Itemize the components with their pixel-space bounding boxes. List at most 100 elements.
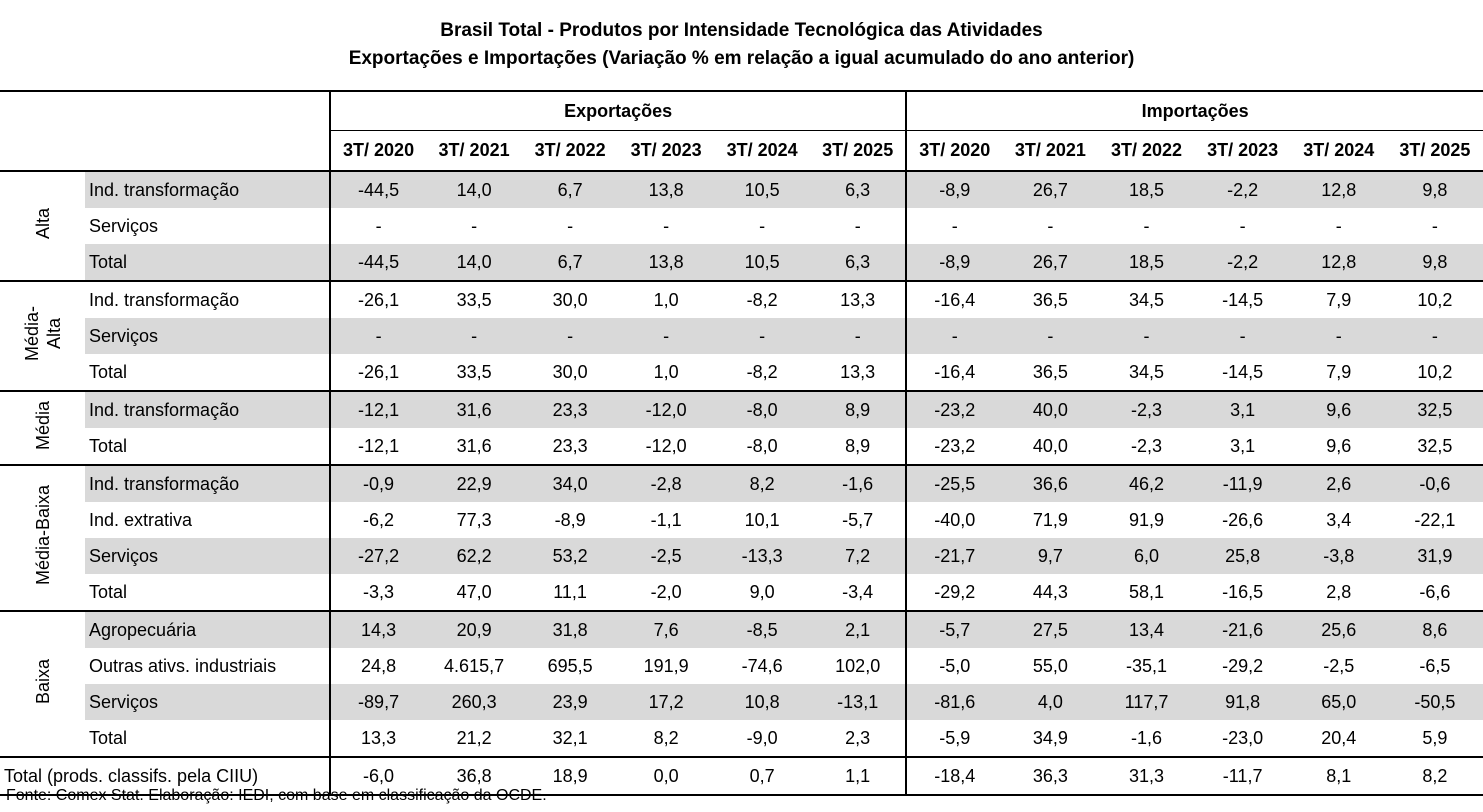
import-value: 71,9 (1032, 509, 1068, 530)
row-label: Serviços (89, 215, 159, 236)
import-value: 46,2 (1098, 464, 1195, 502)
export-value: -12,0 (645, 435, 687, 456)
table-row: Média Ind. transformação -12,1 31,6 23,3 -12,… (0, 390, 1483, 465)
import-value: 34,9 (1032, 727, 1068, 748)
export-value: - (663, 215, 670, 236)
table-row: Serviços -27,2 62,2 53,2 -2,5 -13,3 7,2 -21,7 9,… (0, 538, 1483, 574)
exp-period-header: 3T/ 2025 (810, 130, 907, 172)
import-value: -18,4 (905, 756, 1003, 796)
import-value: 9,8 (1386, 170, 1483, 208)
row-label: Total (85, 244, 331, 281)
row-label: Ind. transformação (85, 464, 331, 502)
export-value: 13,3 (810, 280, 907, 318)
import-value: 12,8 (1290, 170, 1387, 208)
import-value: - (1047, 215, 1054, 236)
import-value: 40,0 (1002, 390, 1099, 428)
export-value: 1,0 (618, 280, 715, 318)
export-value: 191,9 (643, 655, 689, 676)
export-value: -13,3 (714, 538, 811, 574)
table-row: Serviços - - - - - - - - - - - - (0, 208, 1483, 244)
table-row: Total -3,3 47,0 11,1 -2,0 9,0 -3,4 -29,2 44,3 58,… (0, 574, 1483, 611)
intensity-group-label: Média- Alta (0, 280, 86, 391)
exp-period-header: 3T/ 2021 (426, 130, 523, 172)
import-value: 31,3 (1098, 756, 1195, 796)
table-row: Alta Ind. transformação -44,5 14,0 6,7 13,8 10… (0, 170, 1483, 281)
export-value: - (522, 318, 619, 354)
table-row: Outras ativs. industriais 24,8 4.615,7 695,… (0, 648, 1483, 684)
source-note: Fonte: Comex Stat. Elaboração: IEDI, com… (6, 787, 547, 804)
exp-period-header: 3T/ 2022 (522, 130, 619, 172)
export-value: -3,3 (329, 574, 427, 611)
total-row: Total (prods. classifs. pela CIIU) -6,0 36… (0, 756, 1483, 796)
export-value: - (471, 215, 478, 236)
import-value: 10,2 (1417, 361, 1453, 382)
import-value: 12,8 (1290, 244, 1387, 281)
row-label: Ind. extrativa (89, 509, 193, 530)
import-value: -5,9 (905, 720, 1003, 757)
import-value: 58,1 (1128, 581, 1165, 602)
import-value: - (1239, 215, 1246, 236)
import-value: - (1431, 215, 1438, 236)
import-value: - (1386, 318, 1483, 354)
group-name: Baixa (32, 658, 53, 705)
title-line-2: Exportações e Importações (Variação % em… (348, 48, 1135, 69)
intensity-group-label: Alta (0, 170, 86, 281)
export-value: 32,1 (552, 727, 588, 748)
import-value: -40,0 (905, 502, 1003, 538)
import-value: 91,8 (1194, 684, 1291, 720)
import-value: -35,1 (1125, 655, 1168, 676)
row-label: Total (89, 361, 128, 382)
exp-period-header: 3T/ 2020 (329, 130, 427, 172)
import-value: 44,3 (1032, 581, 1068, 602)
import-value: 25,6 (1290, 610, 1387, 648)
export-value: 47,0 (456, 581, 492, 602)
row-label: Serviços (85, 538, 331, 574)
row-label: Ind. transformação (85, 170, 331, 208)
import-value: -29,2 (905, 574, 1003, 611)
export-value: 0,0 (618, 756, 715, 796)
row-label: Total (89, 581, 128, 602)
export-value: -5,7 (842, 509, 874, 530)
row-label: Total (89, 727, 128, 748)
export-value: 23,3 (552, 435, 588, 456)
title-line-1: Brasil Total - Produtos por Intensidade … (440, 20, 1043, 41)
export-value: 6,3 (810, 244, 907, 281)
export-value: 30,0 (552, 361, 588, 382)
import-value: 117,7 (1098, 684, 1195, 720)
import-value: - (1098, 318, 1195, 354)
import-value: -11,9 (1194, 464, 1291, 502)
import-value: -25,5 (905, 464, 1003, 502)
import-value: 9,6 (1290, 390, 1387, 428)
export-value: 10,5 (714, 170, 811, 208)
import-value: -50,5 (1386, 684, 1483, 720)
import-value: 20,4 (1321, 727, 1357, 748)
import-value: -2,5 (1323, 655, 1355, 676)
export-value: - (329, 318, 427, 354)
export-value: 33,5 (456, 361, 492, 382)
import-value: - (905, 208, 1003, 244)
import-value: 9,7 (1002, 538, 1099, 574)
export-value: -1,6 (810, 464, 907, 502)
row-label: Ind. transformação (85, 280, 331, 318)
intensity-group-label: Média-Baixa (0, 464, 86, 611)
import-value: 18,5 (1098, 244, 1195, 281)
export-value: 18,9 (522, 756, 619, 796)
export-value: -1,1 (650, 509, 682, 530)
table-row: Média- Alta Ind. transformação -26,1 33,5 30… (0, 280, 1483, 391)
export-value: 1,0 (653, 361, 679, 382)
import-value: -8,9 (905, 170, 1003, 208)
import-value: 5,9 (1422, 727, 1448, 748)
export-value: 14,0 (426, 244, 523, 281)
intensity-group-label: Baixa (0, 610, 86, 757)
export-value: 2,1 (810, 610, 907, 648)
export-value: 1,1 (810, 756, 907, 796)
export-value: 6,7 (522, 244, 619, 281)
data-table: Exportações Importações 3T/ 2020 3T/ 2021… (0, 90, 1483, 796)
export-value: 8,9 (810, 390, 907, 428)
export-value: 13,8 (618, 170, 715, 208)
imp-period-header: 3T/ 2020 (905, 130, 1003, 172)
export-value: 31,6 (426, 390, 523, 428)
export-value: -26,1 (329, 354, 427, 391)
import-value: -6,5 (1419, 655, 1451, 676)
import-value: -2,3 (1130, 435, 1163, 456)
